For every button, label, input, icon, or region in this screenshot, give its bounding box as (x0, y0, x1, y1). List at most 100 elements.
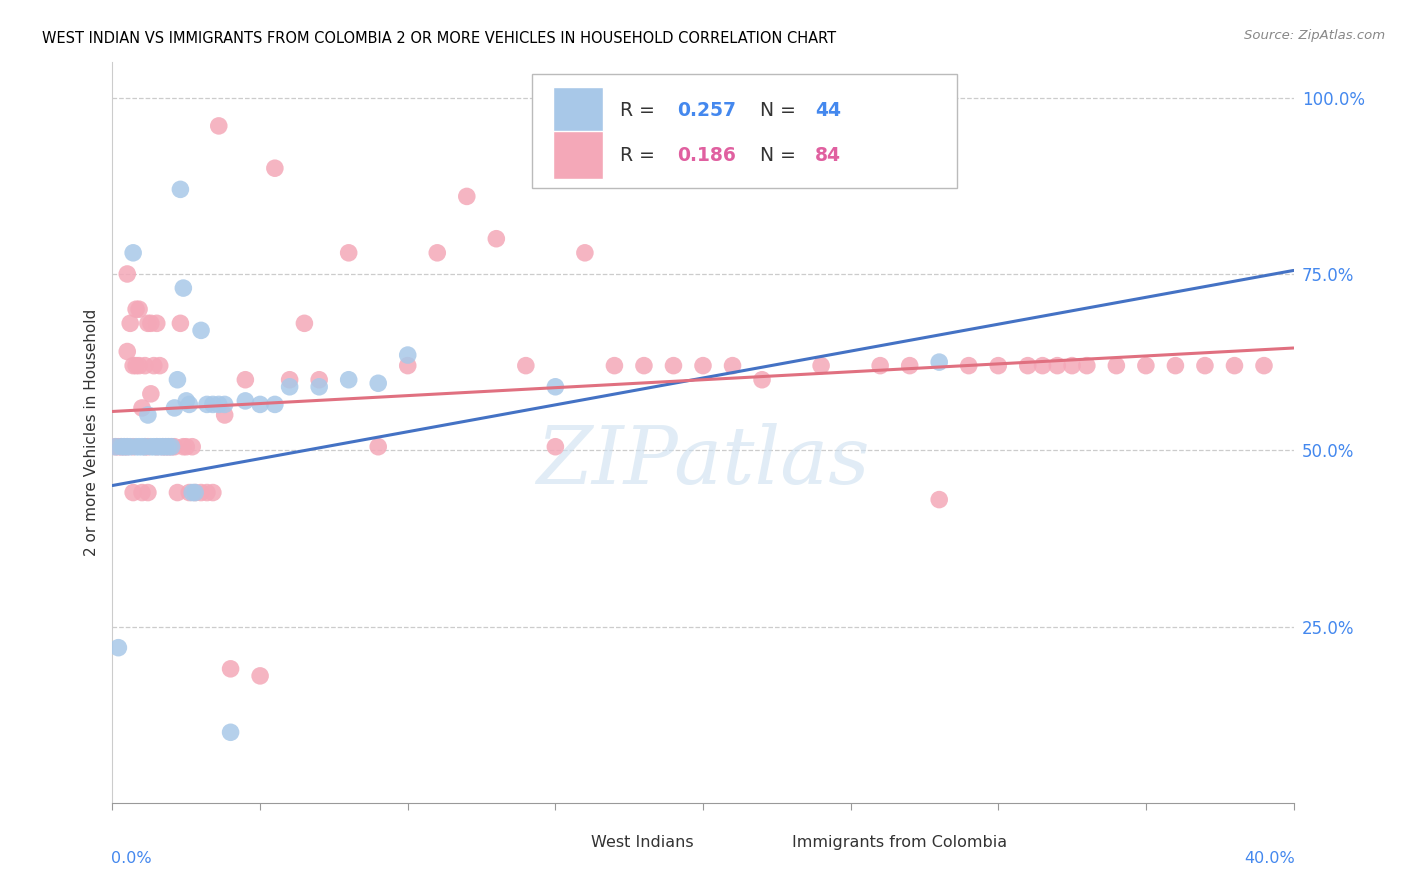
Text: 44: 44 (815, 102, 841, 120)
FancyBboxPatch shape (550, 831, 582, 855)
FancyBboxPatch shape (531, 73, 957, 188)
Point (110, 440, 132, 454)
Point (146, 440, 169, 454)
Point (249, 397, 271, 411)
Text: N =: N = (759, 146, 801, 165)
Point (214, 408, 236, 422)
Point (169, 316, 191, 330)
Point (190, 485, 212, 500)
Point (117, 440, 138, 454)
Point (169, 182, 191, 196)
Point (292, 316, 315, 330)
Point (810, 359, 832, 373)
Point (125, 440, 148, 454)
Point (1032, 359, 1054, 373)
Point (181, 485, 204, 500)
Point (928, 492, 950, 507)
Point (163, 440, 186, 454)
Text: 0.257: 0.257 (678, 102, 735, 120)
Point (544, 380, 567, 394)
Point (181, 440, 204, 454)
Point (142, 359, 165, 373)
Point (125, 359, 148, 373)
Point (869, 359, 891, 373)
Point (125, 302, 148, 317)
Point (120, 316, 142, 330)
Text: Source: ZipAtlas.com: Source: ZipAtlas.com (1244, 29, 1385, 42)
Point (214, 397, 236, 411)
Point (337, 373, 360, 387)
Point (107, 640, 129, 655)
Point (122, 485, 145, 500)
Point (117, 440, 138, 454)
Point (134, 359, 156, 373)
Point (104, 440, 127, 454)
Point (233, 393, 256, 408)
Point (751, 373, 773, 387)
Point (152, 440, 174, 454)
Point (1046, 359, 1069, 373)
Point (112, 440, 135, 454)
FancyBboxPatch shape (553, 131, 603, 179)
Point (104, 440, 127, 454)
Point (160, 440, 183, 454)
FancyBboxPatch shape (751, 831, 783, 855)
Text: 84: 84 (815, 146, 841, 165)
Point (131, 401, 153, 415)
Point (337, 245, 360, 260)
Point (662, 359, 685, 373)
Point (1017, 359, 1039, 373)
Text: ZIPatlas: ZIPatlas (536, 424, 870, 501)
Point (208, 119, 231, 133)
Point (134, 440, 156, 454)
Point (139, 440, 162, 454)
Point (367, 376, 389, 391)
Text: 40.0%: 40.0% (1244, 851, 1295, 866)
Point (278, 373, 301, 387)
Point (179, 485, 201, 500)
Point (721, 359, 744, 373)
Point (136, 408, 159, 422)
Point (233, 373, 256, 387)
Point (139, 316, 162, 330)
Point (1062, 359, 1084, 373)
Point (163, 401, 186, 415)
Point (219, 662, 242, 676)
Point (128, 440, 150, 454)
Point (136, 316, 159, 330)
Point (160, 440, 183, 454)
Point (131, 485, 153, 500)
Text: R =: R = (620, 102, 661, 120)
Point (456, 189, 478, 203)
Point (987, 359, 1010, 373)
Point (179, 397, 201, 411)
Point (208, 397, 231, 411)
Point (957, 359, 980, 373)
Point (122, 440, 145, 454)
Point (396, 348, 419, 362)
Point (1194, 359, 1216, 373)
Point (128, 359, 150, 373)
Point (155, 440, 177, 454)
Point (692, 359, 714, 373)
Text: 0.0%: 0.0% (111, 851, 152, 866)
Point (278, 380, 301, 394)
Point (172, 440, 194, 454)
Point (152, 440, 174, 454)
Point (603, 359, 626, 373)
Point (149, 359, 172, 373)
Point (426, 245, 449, 260)
Point (485, 232, 508, 246)
Point (120, 440, 142, 454)
Point (190, 323, 212, 337)
Point (396, 359, 419, 373)
Point (157, 440, 180, 454)
Y-axis label: 2 or more Vehicles in Household: 2 or more Vehicles in Household (84, 309, 100, 557)
Point (898, 359, 921, 373)
Point (1105, 359, 1128, 373)
Point (515, 359, 537, 373)
Point (136, 485, 159, 500)
Text: Immigrants from Colombia: Immigrants from Colombia (792, 835, 1007, 849)
Point (112, 440, 135, 454)
Point (201, 397, 224, 411)
